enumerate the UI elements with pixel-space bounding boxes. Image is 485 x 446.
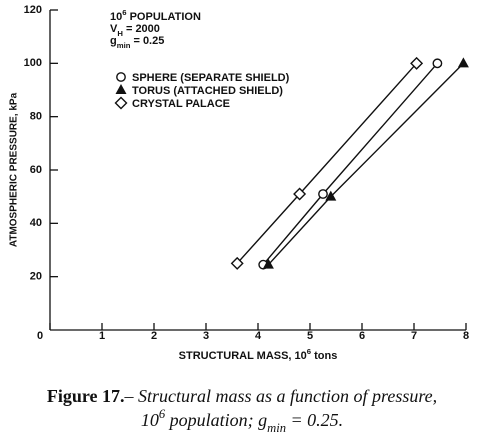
text-segment: 6	[122, 8, 126, 17]
marker	[262, 258, 274, 269]
annotation: gmin = 0.25	[110, 35, 164, 50]
y-tick-label: 100	[24, 57, 42, 69]
text-segment: = 2000	[123, 23, 160, 35]
text-segment: 10	[141, 410, 159, 430]
x-tick-label: 7	[411, 330, 417, 342]
legend-marker	[114, 96, 128, 110]
caption-line: 106 population; gmin = 0.25.	[141, 407, 343, 435]
legend-label: SPHERE (SEPARATE SHIELD)	[132, 72, 290, 84]
text-segment: min	[267, 421, 286, 435]
text-segment: 10	[110, 11, 122, 23]
x-tick-label: 5	[307, 330, 313, 342]
y-tick-label: 120	[24, 4, 42, 16]
legend-label: TORUS (ATTACHED SHIELD)	[132, 85, 283, 97]
x-tick-label: 8	[463, 330, 469, 342]
marker	[230, 256, 244, 270]
series-line	[267, 62, 464, 266]
text-segment: Figure 17.	[47, 386, 125, 406]
caption-line: Figure 17.– Structural mass as a functio…	[47, 386, 437, 406]
x-tick-label: 0	[37, 330, 43, 342]
x-tick-label: 3	[203, 330, 209, 342]
y-tick-label: 20	[30, 271, 42, 283]
y-tick-label: 80	[30, 111, 42, 123]
marker	[318, 189, 328, 199]
marker	[432, 58, 443, 69]
text-segment: min	[117, 41, 131, 50]
marker	[293, 187, 307, 201]
legend-marker	[115, 84, 127, 94]
text-segment: tons	[311, 350, 337, 362]
legend-label: CRYSTAL PALACE	[132, 98, 230, 110]
annotation: 106 POPULATION	[110, 8, 201, 23]
text-segment: STRUCTURAL MASS, 10	[179, 350, 307, 362]
y-tick-label: 40	[30, 217, 42, 229]
marker	[410, 56, 424, 70]
text-segment: 6	[159, 407, 166, 421]
x-tick-label: 4	[255, 330, 262, 342]
annotation: VH = 2000	[110, 23, 160, 38]
y-tick-label: 60	[30, 164, 42, 176]
text-segment: V	[110, 23, 118, 35]
text-segment: – Structural mass as a function of press…	[124, 386, 438, 406]
marker	[325, 190, 337, 201]
y-axis-label: ATMOSPHERIC PRESSURE, kPa	[9, 92, 20, 247]
marker	[457, 57, 469, 68]
x-axis-label: STRUCTURAL MASS, 106 tons	[179, 347, 338, 362]
text-segment: 6	[307, 347, 311, 356]
text-segment: population; g	[165, 410, 267, 430]
series-line	[262, 62, 438, 266]
text-segment: = 0.25.	[286, 410, 343, 430]
text-segment: = 0.25	[130, 35, 164, 47]
text-segment: H	[117, 29, 123, 38]
x-tick-label: 6	[359, 330, 365, 342]
text-segment: g	[110, 35, 117, 47]
x-tick-label: 1	[99, 330, 105, 342]
legend-marker	[116, 72, 126, 82]
x-tick-label: 2	[151, 330, 157, 342]
text-segment: POPULATION	[127, 11, 201, 23]
